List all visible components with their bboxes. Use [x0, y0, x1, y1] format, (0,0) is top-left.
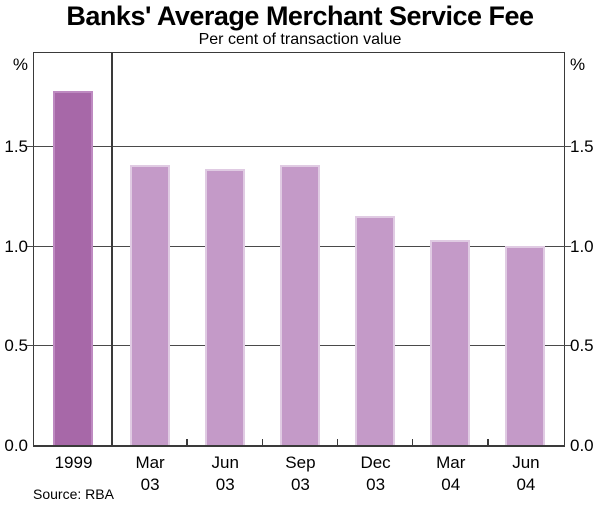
- y-tick-label-right-0.0: 0.0: [570, 435, 594, 455]
- source-note: Source: RBA: [33, 486, 114, 502]
- gridline-1.5: [27, 146, 571, 148]
- x-label-line: 03: [215, 475, 235, 494]
- x-label-line: 04: [441, 475, 461, 494]
- x-label-line: Mar: [135, 453, 165, 472]
- y-tick-label-right-1.5: 1.5: [570, 137, 594, 157]
- x-axis-tick: [261, 439, 264, 445]
- bar-1999: [53, 91, 93, 445]
- chart-subtitle: Per cent of transaction value: [198, 31, 402, 48]
- x-label-sep-03: Sep 03: [262, 452, 338, 496]
- x-label-line: Jun: [512, 453, 540, 472]
- bar-mar-04: [430, 240, 471, 445]
- x-label-jun-04: Jun 04: [488, 452, 564, 496]
- x-label-line: Dec: [360, 453, 391, 472]
- x-axis-tick: [186, 439, 188, 445]
- y-tick-label-right-0.5: 0.5: [570, 336, 594, 356]
- plot-area: [27, 52, 571, 447]
- x-label-line: Mar: [436, 453, 466, 472]
- x-label-line: 03: [140, 475, 160, 494]
- y-tick-label-left-0.5: 0.5: [4, 336, 28, 356]
- x-label-dec-03: Dec 03: [338, 452, 414, 496]
- x-axis-tick: [487, 439, 489, 445]
- x-label-line: 03: [366, 475, 386, 494]
- x-label-line: 04: [516, 475, 536, 494]
- x-label-line: Sep: [285, 453, 316, 472]
- period-divider-line: [111, 53, 113, 445]
- y-axis-unit-right: %: [570, 55, 586, 74]
- chart-title: Banks' Average Merchant Service Fee: [66, 1, 534, 31]
- x-label-1999: 1999: [36, 452, 112, 474]
- y-tick-label-right-1.0: 1.0: [570, 236, 594, 256]
- y-tick-label-left-1.0: 1.0: [4, 236, 28, 256]
- bar-jun-04: [505, 246, 546, 445]
- y-tick-label-left-1.5: 1.5: [4, 137, 28, 157]
- bar-dec-03: [355, 216, 396, 445]
- bar-sep-03: [279, 164, 320, 445]
- x-label-mar-04: Mar 04: [413, 452, 489, 496]
- bar-jun-03: [204, 168, 245, 445]
- y-tick-label-left-0.0: 0.0: [4, 435, 28, 455]
- x-axis-tick: [411, 439, 414, 445]
- x-label-line: 1999: [54, 453, 93, 472]
- x-label-jun-03: Jun 03: [187, 452, 263, 496]
- x-label-line: 03: [290, 475, 310, 494]
- x-label-line: Jun: [211, 453, 239, 472]
- y-axis-unit-left: %: [12, 55, 28, 74]
- x-label-mar-03: Mar 03: [112, 452, 188, 496]
- x-axis-tick: [336, 439, 339, 445]
- bar-mar-03: [129, 164, 170, 445]
